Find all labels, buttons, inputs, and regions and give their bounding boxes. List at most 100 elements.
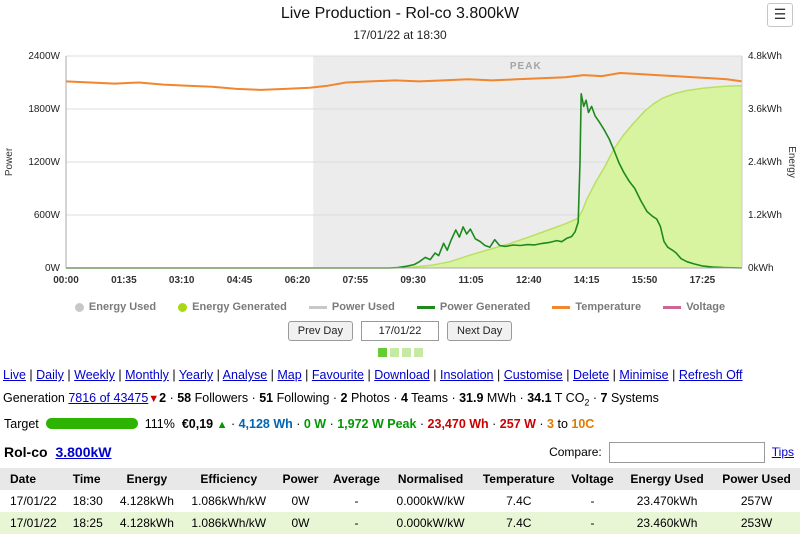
- col-header-energy-used: Energy Used: [621, 467, 714, 490]
- stats-token-15: 34.1: [527, 391, 552, 405]
- table-row: 17/01/22 18:30 4.128kWh 1.086kWh/kW 0W - 0.000…: [0, 490, 800, 512]
- legend-item-energy-used[interactable]: Energy Used: [74, 301, 156, 313]
- target-token-13: ·: [535, 416, 548, 431]
- nav-link-daily[interactable]: Daily: [36, 368, 64, 382]
- legend-item-power-generated[interactable]: Power Generated: [416, 301, 531, 313]
- col-header-average: Average: [325, 467, 388, 490]
- compare-label: Compare:: [549, 445, 602, 459]
- legend-item-voltage[interactable]: Voltage: [663, 301, 725, 313]
- col-header-energy: Energy: [111, 467, 182, 490]
- cell-voltage: -: [590, 493, 595, 508]
- target-token-15: to: [554, 416, 572, 431]
- nav-link-favourite[interactable]: Favourite: [311, 368, 364, 382]
- refresh-square-3: [413, 348, 423, 357]
- nav-link-minimise[interactable]: Minimise: [619, 368, 669, 382]
- system-power-link[interactable]: 3.800kW: [55, 444, 112, 460]
- nav-link-delete[interactable]: Delete: [572, 368, 610, 382]
- stats-token-14: MWh ·: [483, 391, 528, 405]
- target-token-16: 10C: [571, 416, 595, 431]
- target-line: Target 111% €0,19 ▲ · 4,128 Wh · 0 W · 1…: [4, 417, 796, 431]
- energy-generated-edge: [66, 84, 743, 269]
- legend-item-temperature[interactable]: Temperature: [552, 301, 641, 313]
- cell-normalised: 0.000kW/kW: [396, 515, 465, 530]
- energy-generated-swatch-icon: [178, 302, 188, 312]
- target-token-5: ·: [292, 416, 304, 431]
- chart-legend: Energy Used Energy Generated Power Used Pow…: [0, 301, 800, 313]
- nav-link-weekly[interactable]: Weekly: [74, 368, 115, 382]
- refresh-square-0: [377, 348, 387, 357]
- stats-token-12: Teams ·: [407, 391, 460, 405]
- nav-link-monthly[interactable]: Monthly: [125, 368, 169, 382]
- refresh-indicator: [0, 348, 800, 357]
- energy-axis-title: Energy: [786, 146, 797, 178]
- stats-token-2: ▼: [148, 393, 160, 405]
- stats-token-18: ·: [589, 391, 601, 405]
- stats-token-0: Generation: [3, 391, 69, 405]
- table-row: 17/01/22 18:25 4.128kWh 1.086kWh/kW 0W - 0.000…: [0, 511, 800, 534]
- cell-power-used: 257W: [740, 493, 773, 508]
- compare-input[interactable]: [608, 441, 765, 463]
- stats-token-19: 7: [600, 391, 608, 405]
- legend-label: Energy Generated: [192, 301, 287, 313]
- time-tick-label: 06:20: [285, 275, 311, 286]
- power-tick-label: 0W: [45, 263, 61, 274]
- target-progress-bar: [45, 418, 138, 429]
- stats-token-10: Photos ·: [347, 391, 401, 405]
- power-tick-label: 2400W: [28, 51, 60, 62]
- col-header-normalised: Normalised: [387, 467, 474, 490]
- col-header-voltage: Voltage: [563, 467, 621, 490]
- date-input[interactable]: [361, 321, 439, 341]
- next-day-button[interactable]: Next Day: [447, 321, 513, 341]
- legend-item-power-used[interactable]: Power Used: [308, 301, 395, 313]
- nav-link-analyse[interactable]: Analyse: [222, 368, 268, 382]
- nav-link-download[interactable]: Download: [374, 368, 430, 382]
- system-name: Rol-co 3.800kW: [4, 444, 112, 460]
- link-separator: |: [429, 368, 440, 382]
- time-tick-label: 01:35: [111, 275, 137, 286]
- link-separator: |: [562, 368, 573, 382]
- energy-generated-area: [66, 85, 742, 268]
- nav-link-customise[interactable]: Customise: [503, 368, 563, 382]
- nav-link-insolation[interactable]: Insolation: [440, 368, 494, 382]
- legend-item-energy-generated[interactable]: Energy Generated: [178, 301, 287, 313]
- cell-voltage: -: [590, 515, 595, 530]
- target-token-9: ·: [416, 416, 428, 431]
- stats-token-5: 58: [177, 391, 192, 405]
- energy-tick-label: 2.4kWh: [748, 157, 782, 168]
- legend-label: Voltage: [686, 301, 726, 313]
- power-tick-label: 1800W: [28, 104, 60, 115]
- nav-link-live[interactable]: Live: [3, 368, 26, 382]
- stats-token-1[interactable]: 7816 of 43475: [68, 391, 149, 405]
- refresh-square-2: [401, 348, 411, 357]
- link-separator: |: [25, 368, 37, 382]
- link-separator: |: [609, 368, 620, 382]
- col-header-power-used: Power Used: [713, 467, 800, 490]
- link-separator: |: [301, 368, 312, 382]
- stats-token-17: 2: [584, 397, 590, 408]
- energy-tick-label: 0kWh: [748, 263, 774, 274]
- stats-token-7: 51: [259, 391, 274, 405]
- system-name-text: Rol-co: [4, 444, 48, 460]
- page-header: Live Production - Rol-co 3.800kW 17/01/2…: [0, 0, 800, 42]
- nav-link-refresh-off[interactable]: Refresh Off: [678, 368, 743, 382]
- temperature-line: [65, 72, 743, 91]
- nav-link-map[interactable]: Map: [277, 368, 302, 382]
- cell-energy-used: 23.470kWh: [636, 493, 698, 508]
- link-separator: |: [668, 368, 679, 382]
- refresh-square-1: [389, 348, 399, 357]
- target-token-2: ▲: [216, 418, 228, 431]
- nav-link-yearly[interactable]: Yearly: [178, 368, 214, 382]
- menu-icon[interactable]: ☰: [767, 3, 793, 27]
- energy-tick-label: 1.2kWh: [748, 210, 782, 221]
- target-token-10: 23,470 Wh: [427, 416, 489, 431]
- prev-day-button[interactable]: Prev Day: [287, 321, 353, 341]
- tips-link[interactable]: Tips: [771, 445, 794, 459]
- time-tick-label: 09:30: [400, 275, 426, 286]
- legend-label: Power Generated: [439, 301, 531, 313]
- cell-average: -: [354, 493, 359, 508]
- link-separator: |: [114, 368, 126, 382]
- stats-line: Generation 7816 of 43475▼2 · 58 Follower…: [3, 391, 797, 408]
- production-chart: 0W 600W 1200W 1800W 2400W 0kWh 1.2kWh 2.4kWh 3.6…: [0, 44, 800, 299]
- time-tick-label: 11:05: [458, 275, 483, 286]
